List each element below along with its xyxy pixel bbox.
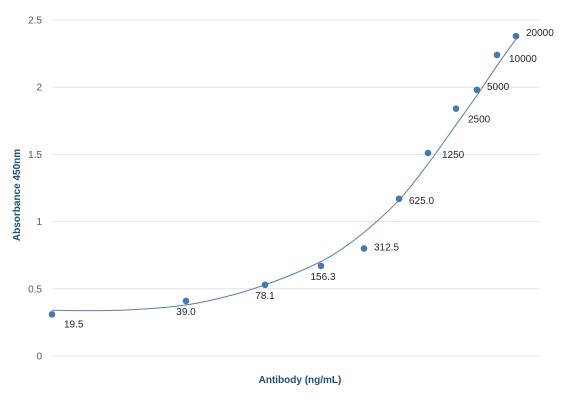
- data-point: [493, 51, 501, 59]
- data-label: 78.1: [255, 291, 275, 302]
- fit-curve: [51, 35, 519, 312]
- y-axis-ticks: 0 0.5 1 1.5 2 2.5: [28, 16, 42, 363]
- data-point: [182, 297, 190, 305]
- gridlines: [52, 19, 540, 357]
- y-tick-label: 1.5: [28, 150, 42, 161]
- data-points: [48, 32, 520, 318]
- data-point: [424, 149, 432, 157]
- data-point: [452, 105, 460, 113]
- data-label: 20000: [526, 28, 554, 39]
- y-axis-title: Absorbance 450nm: [12, 149, 23, 241]
- data-label: 5000: [487, 82, 510, 93]
- data-label: 39.0: [176, 307, 196, 318]
- data-label: 1250: [442, 150, 465, 161]
- data-label: 312.5: [374, 242, 399, 253]
- data-point: [360, 245, 368, 252]
- y-tick-label: 2: [36, 83, 42, 94]
- data-label: 2500: [468, 115, 491, 126]
- data-point: [512, 32, 520, 40]
- data-point: [261, 281, 269, 289]
- data-label: 19.5: [64, 319, 84, 330]
- data-point: [317, 262, 325, 270]
- data-point: [48, 311, 56, 318]
- data-labels: 19.5 39.0 78.1 156.3 312.5 625.0 1250 2500 5000 1…: [64, 28, 554, 330]
- y-tick-label: 1: [36, 217, 42, 228]
- data-label: 10000: [509, 54, 537, 65]
- data-point: [473, 86, 481, 94]
- x-axis-title: Antibody (ng/mL): [259, 375, 342, 386]
- data-point: [395, 195, 403, 203]
- y-tick-label: 2.5: [28, 16, 42, 27]
- data-label: 625.0: [409, 196, 434, 207]
- data-label: 156.3: [310, 272, 335, 283]
- y-tick-label: 0: [36, 352, 42, 363]
- y-tick-label: 0.5: [28, 284, 42, 295]
